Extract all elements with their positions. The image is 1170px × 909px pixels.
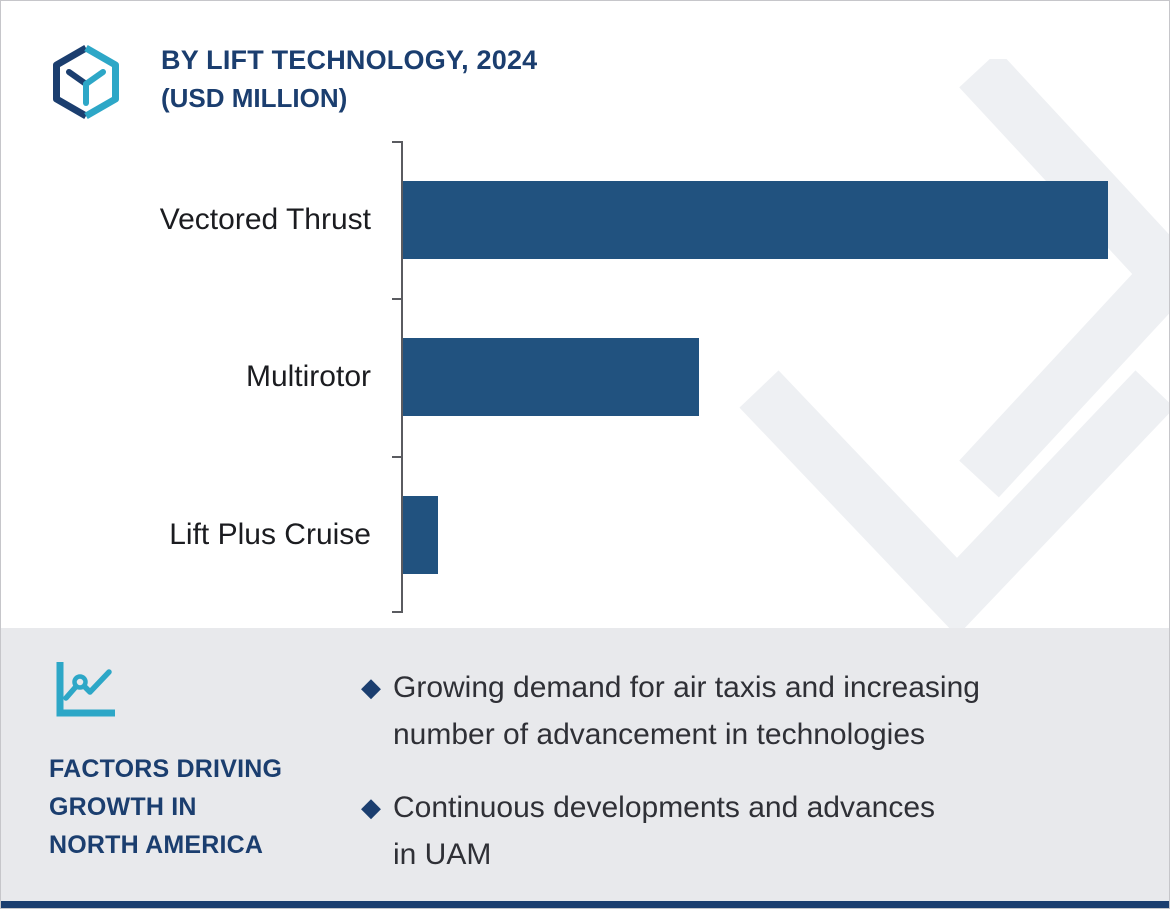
- bar-chart: Vectored Thrust Multirotor Lift Plus Cru…: [1, 141, 1169, 613]
- diamond-bullet-icon: ◆: [361, 792, 381, 822]
- bar-lift-plus-cruise: [403, 495, 439, 574]
- chart-row-lift-plus-cruise: Lift Plus Cruise: [1, 456, 1169, 613]
- factor-bullet-text: Growing demand for air taxis and increas…: [393, 671, 980, 751]
- chart-titles: BY LIFT TECHNOLOGY, 2024 (USD MILLION): [161, 41, 537, 123]
- factors-bullet-list: ◆ Growing demand for air taxis and incre…: [361, 664, 1121, 904]
- factors-panel: FACTORS DRIVING GROWTH IN NORTH AMERICA …: [1, 628, 1169, 901]
- category-label-vectored-thrust: Vectored Thrust: [159, 202, 371, 236]
- background-watermark-icon: [739, 59, 1169, 637]
- factor-bullet-text: Continuous developments and advances in …: [393, 791, 936, 871]
- axis-tick: [392, 456, 401, 458]
- category-label-lift-plus-cruise: Lift Plus Cruise: [169, 517, 371, 551]
- diamond-bullet-icon: ◆: [361, 672, 381, 702]
- bottom-accent-bar: [1, 901, 1169, 908]
- chart-row-multirotor: Multirotor: [1, 298, 1169, 455]
- chart-row-vectored-thrust: Vectored Thrust: [1, 141, 1169, 298]
- hexagon-y-logo-icon: [53, 44, 119, 120]
- bar-area: [403, 337, 1143, 416]
- header: BY LIFT TECHNOLOGY, 2024 (USD MILLION): [45, 41, 537, 123]
- bar-area: [403, 180, 1143, 259]
- bar-multirotor: [403, 337, 699, 416]
- axis-tick: [392, 298, 401, 300]
- category-label-multirotor: Multirotor: [245, 359, 371, 393]
- bar-vectored-thrust: [403, 180, 1108, 259]
- chart-subtitle: (USD MILLION): [161, 83, 348, 113]
- factors-heading: FACTORS DRIVING GROWTH IN NORTH AMERICA: [49, 755, 283, 859]
- line-chart-icon: [56, 662, 115, 717]
- factor-bullet-2: ◆ Continuous developments and advances i…: [361, 784, 1121, 878]
- axis-tick: [392, 611, 401, 613]
- factor-bullet-1: ◆ Growing demand for air taxis and incre…: [361, 664, 1121, 758]
- chart-title: BY LIFT TECHNOLOGY, 2024: [161, 45, 538, 75]
- y-axis-line: [401, 141, 403, 613]
- bar-area: [403, 495, 1143, 574]
- axis-tick: [392, 141, 401, 143]
